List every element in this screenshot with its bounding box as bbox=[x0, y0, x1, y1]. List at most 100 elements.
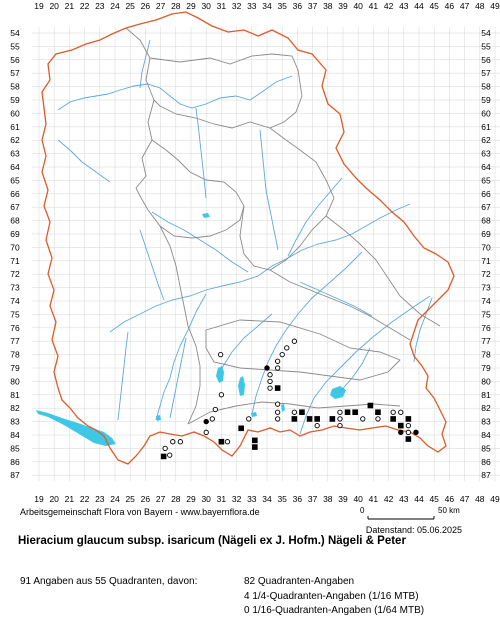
record-open-circle bbox=[360, 416, 366, 422]
column-label: 21 bbox=[65, 494, 75, 504]
column-label: 41 bbox=[369, 1, 379, 11]
boundary-oberbayern-loop bbox=[205, 319, 401, 381]
record-filled-square bbox=[397, 422, 404, 429]
column-label: 20 bbox=[49, 1, 59, 11]
row-label: 68 bbox=[481, 216, 491, 226]
row-label: 75 bbox=[481, 309, 491, 319]
column-label: 30 bbox=[201, 1, 211, 11]
column-label: 34 bbox=[262, 1, 272, 11]
row-label: 54 bbox=[481, 28, 491, 38]
record-open-circle bbox=[267, 378, 273, 385]
row-labels-right: 54 55 56 57 58 59 60 61 62 63 64 65 66 67 68 69 70 71 72 73… bbox=[481, 28, 491, 480]
column-labels-top: 19 20 21 22 23 24 25 26 27 28 29 30 31 32 33 34 35 36 37 38… bbox=[34, 1, 500, 11]
column-label: 19 bbox=[34, 494, 44, 504]
row-label: 72 bbox=[10, 269, 20, 279]
boundary-schwaben bbox=[159, 225, 201, 425]
lake-bodensee bbox=[36, 410, 116, 446]
scale-label-end: 50 km bbox=[438, 506, 460, 515]
river-salzach bbox=[413, 297, 433, 363]
record-open-circle bbox=[246, 416, 252, 422]
column-label: 24 bbox=[110, 494, 120, 504]
row-label: 57 bbox=[10, 68, 20, 78]
column-label: 33 bbox=[247, 1, 257, 11]
column-label: 36 bbox=[293, 1, 303, 11]
record-filled-square bbox=[252, 444, 258, 450]
record-open-circle bbox=[167, 452, 173, 458]
record-open-circle bbox=[170, 439, 176, 445]
record-open-circle bbox=[224, 439, 231, 445]
lake-ammersee bbox=[216, 366, 224, 383]
row-label: 54 bbox=[10, 28, 20, 38]
record-open-circle bbox=[267, 385, 273, 391]
record-open-circle bbox=[279, 351, 285, 358]
row-label: 78 bbox=[481, 350, 491, 360]
scale-bar bbox=[367, 516, 435, 520]
record-open-circle bbox=[209, 416, 215, 422]
column-label: 46 bbox=[445, 494, 455, 504]
row-label: 56 bbox=[481, 55, 491, 65]
row-label: 74 bbox=[481, 296, 491, 306]
row-label: 75 bbox=[10, 309, 20, 319]
row-label: 86 bbox=[10, 457, 20, 467]
boundary-oberpfalz bbox=[239, 127, 335, 271]
column-label: 23 bbox=[95, 494, 105, 504]
column-label: 35 bbox=[277, 494, 287, 504]
row-label: 70 bbox=[10, 242, 20, 252]
row-label: 59 bbox=[10, 95, 20, 105]
record-filled-square bbox=[375, 409, 381, 416]
river-iller bbox=[117, 331, 129, 421]
column-label: 25 bbox=[125, 1, 135, 11]
legend-quarter-quadrant: 4 1/4-Quadranten-Angaben (1/16 MTB) bbox=[244, 591, 419, 602]
river-isar bbox=[251, 251, 363, 415]
column-label: 36 bbox=[293, 494, 303, 504]
row-label: 55 bbox=[481, 41, 491, 51]
row-label: 55 bbox=[10, 41, 20, 51]
river-naab bbox=[259, 129, 279, 251]
river-alz bbox=[339, 347, 371, 393]
record-open-circle bbox=[274, 401, 281, 407]
row-label: 63 bbox=[10, 149, 20, 159]
boundary-oberbayern-south bbox=[187, 401, 401, 425]
river-regen bbox=[287, 177, 343, 257]
column-label: 27 bbox=[156, 1, 166, 11]
column-label: 32 bbox=[232, 494, 242, 504]
row-label: 76 bbox=[481, 323, 491, 333]
row-label: 77 bbox=[10, 336, 20, 346]
row-label: 58 bbox=[10, 82, 20, 92]
row-label: 73 bbox=[10, 283, 20, 293]
column-label: 43 bbox=[399, 494, 409, 504]
row-labels-left: 54 55 56 57 58 59 60 61 62 63 64 65 66 67 68 69 70 71 72 73… bbox=[10, 28, 20, 480]
record-open-circle bbox=[337, 416, 343, 422]
row-label: 66 bbox=[481, 189, 491, 199]
column-label: 39 bbox=[338, 1, 348, 11]
column-label: 40 bbox=[353, 494, 363, 504]
lake-tegernsee bbox=[281, 404, 285, 412]
row-label: 87 bbox=[10, 470, 20, 480]
boundary-oberbayern-niederbayern bbox=[269, 269, 411, 341]
boundary-mittelfranken bbox=[135, 139, 245, 239]
river-saale bbox=[139, 39, 151, 89]
river-danube bbox=[109, 203, 411, 333]
row-label: 71 bbox=[10, 256, 20, 266]
river-regnitz bbox=[195, 107, 207, 199]
row-label: 70 bbox=[481, 242, 491, 252]
column-label: 31 bbox=[217, 494, 227, 504]
record-open-circle bbox=[274, 409, 281, 415]
row-label: 87 bbox=[481, 470, 491, 480]
record-filled-circle bbox=[203, 418, 209, 425]
row-label: 80 bbox=[10, 376, 20, 386]
row-label: 61 bbox=[481, 122, 491, 132]
column-label: 34 bbox=[262, 494, 272, 504]
record-open-circle bbox=[274, 365, 281, 371]
column-label: 27 bbox=[156, 494, 166, 504]
column-label: 25 bbox=[125, 494, 135, 504]
record-open-circle bbox=[212, 406, 218, 413]
row-label: 59 bbox=[481, 95, 491, 105]
record-open-circle bbox=[390, 409, 396, 415]
record-open-circle bbox=[274, 416, 281, 422]
column-label: 37 bbox=[308, 1, 318, 11]
row-label: 83 bbox=[10, 417, 20, 427]
row-label: 61 bbox=[10, 122, 20, 132]
river-altmuehl bbox=[151, 211, 249, 273]
record-open-circle bbox=[375, 416, 381, 422]
